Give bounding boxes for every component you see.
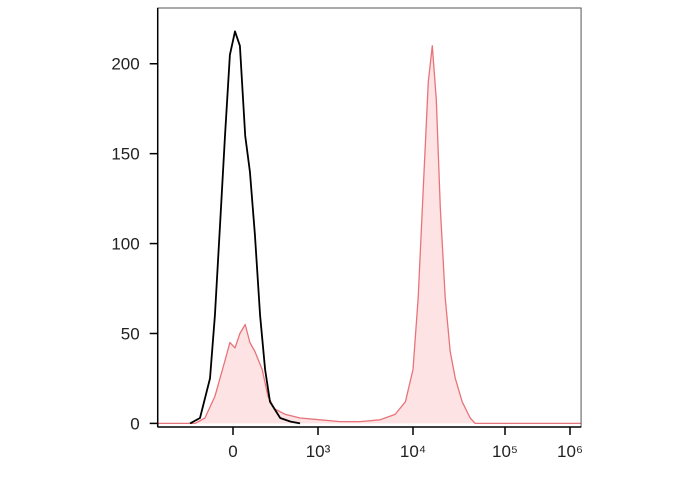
x-tick-label: 10⁴ xyxy=(400,442,426,461)
x-tick-label: 0 xyxy=(228,442,237,461)
y-tick-label: 100 xyxy=(111,235,139,254)
y-tick-label: 50 xyxy=(121,324,140,343)
y-tick-label: 150 xyxy=(111,145,139,164)
x-tick-label: 10⁶ xyxy=(557,442,583,461)
y-tick-label: 200 xyxy=(111,55,139,74)
area xyxy=(157,45,582,424)
line xyxy=(157,45,582,425)
y-tick-label: 0 xyxy=(130,414,139,433)
x-tick-label: 10³ xyxy=(306,442,331,461)
x-tick-label: 10⁵ xyxy=(492,442,518,461)
line xyxy=(189,30,301,425)
